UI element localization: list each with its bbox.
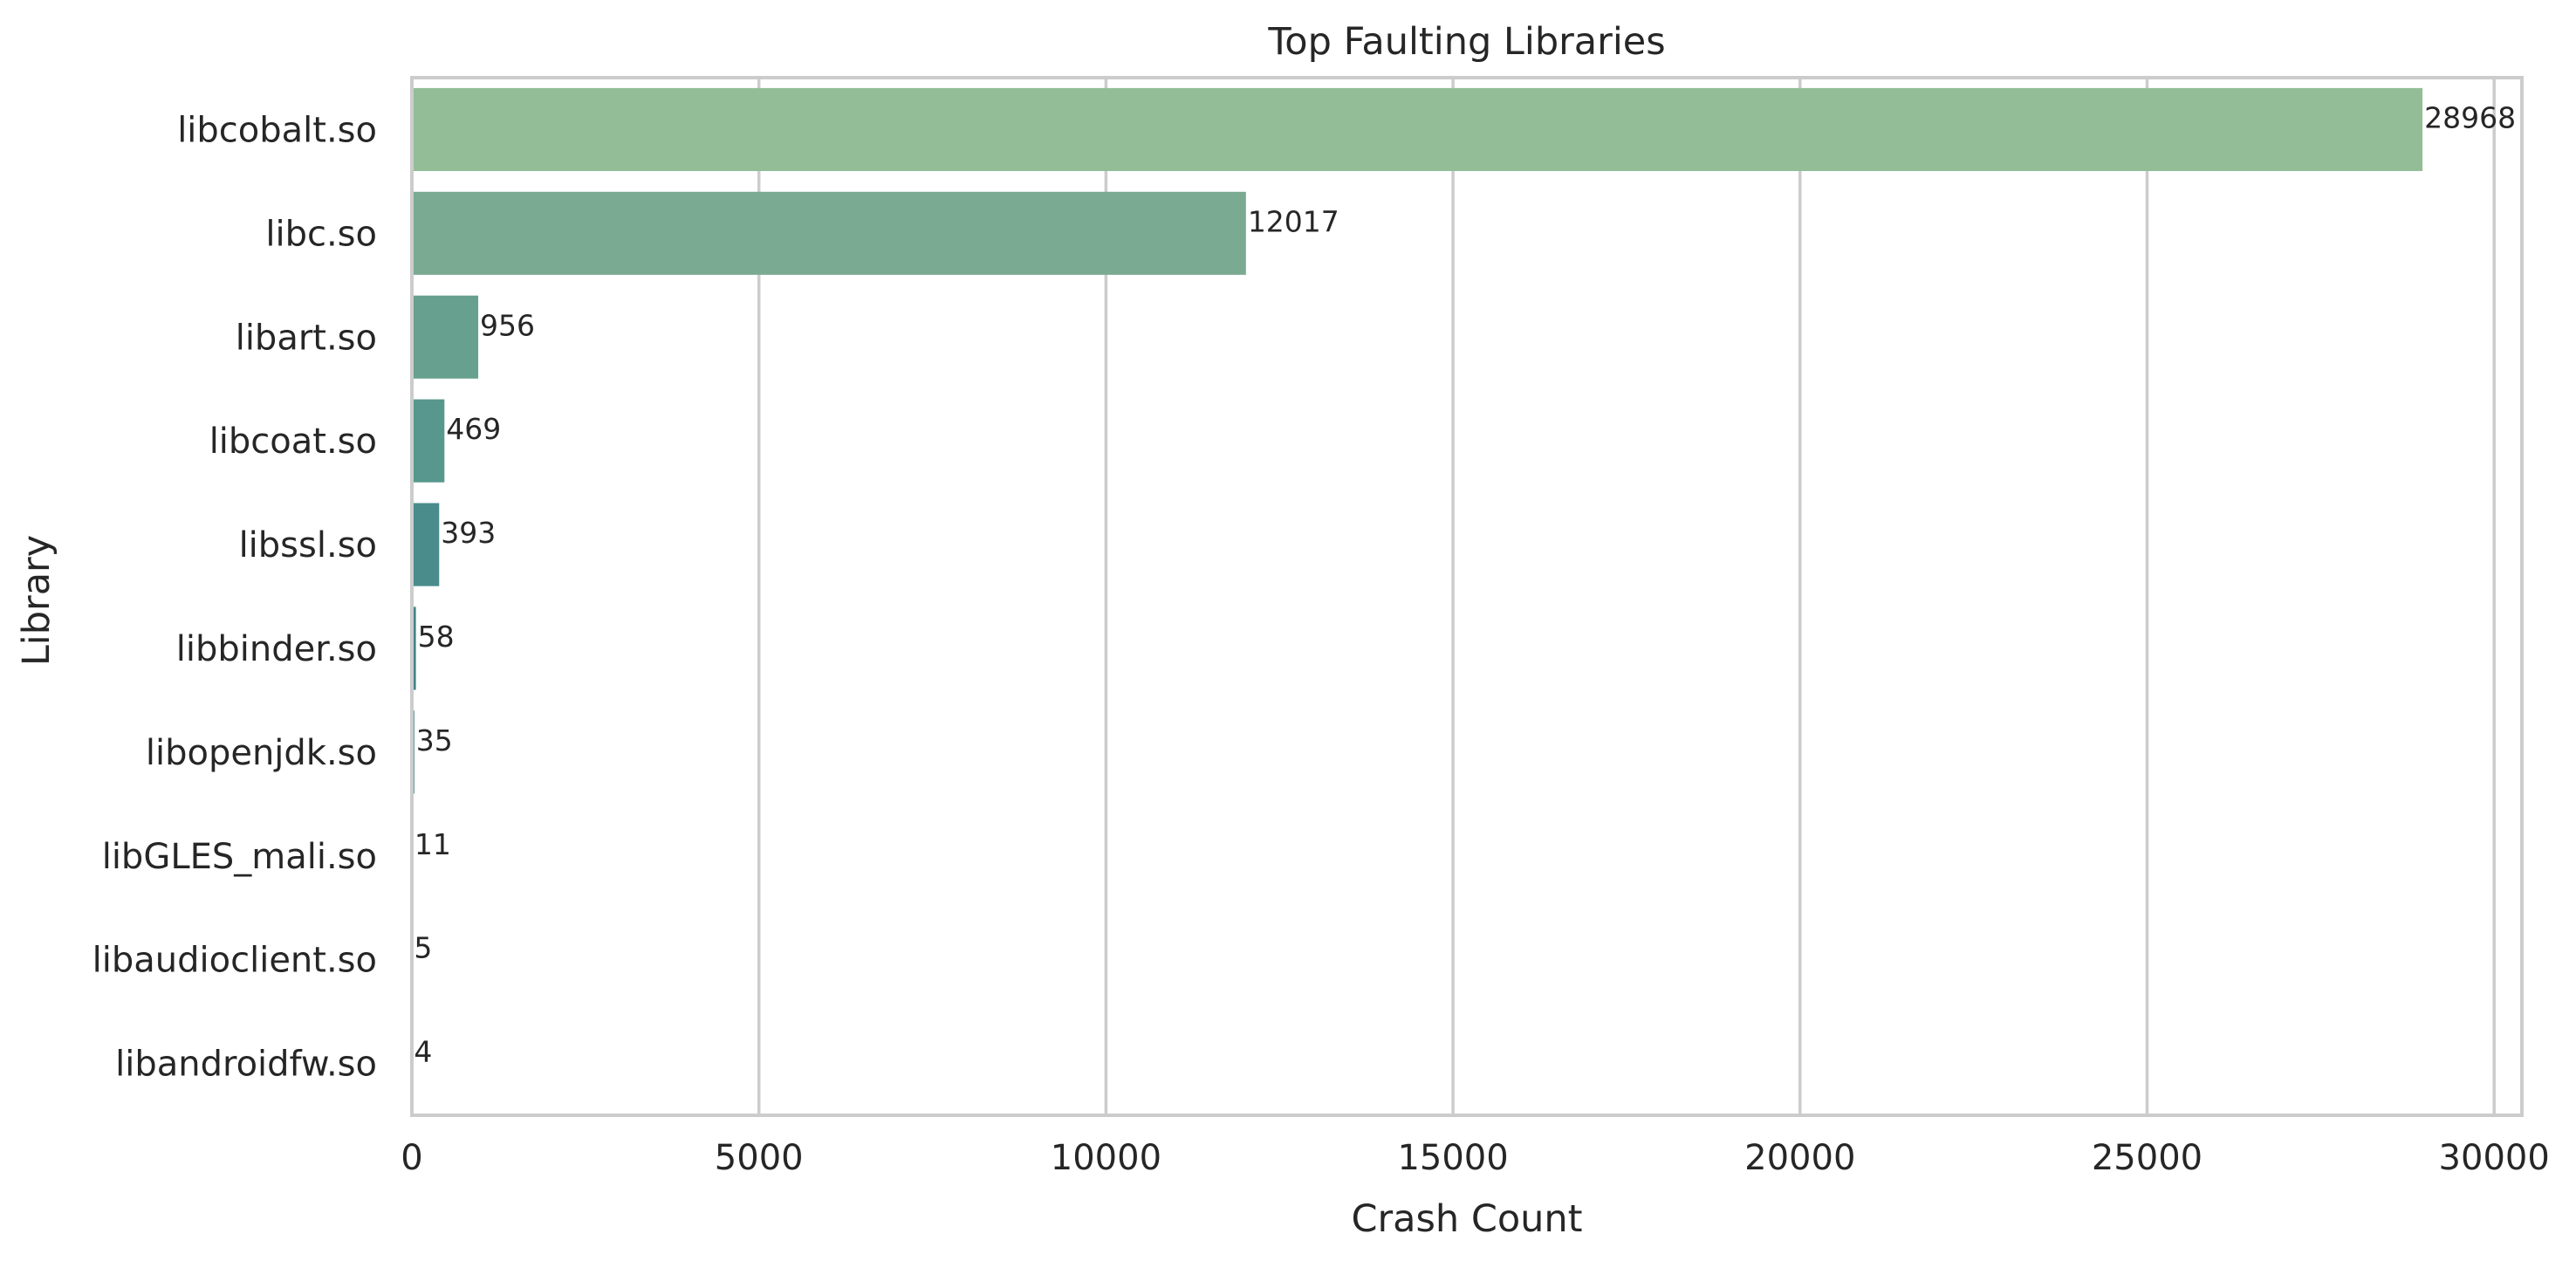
bar <box>412 399 445 483</box>
y-tick-label: libart.so <box>236 318 377 358</box>
y-tick-label: libssl.so <box>239 525 377 565</box>
data-label: 4 <box>414 1035 432 1069</box>
chart-title: Top Faulting Libraries <box>1267 20 1665 64</box>
x-tick-labels: 0 5000 10000 15000 20000 25000 30000 <box>401 1138 2550 1178</box>
x-tick-label: 25000 <box>2092 1138 2203 1178</box>
x-tick-label: 0 <box>401 1138 422 1178</box>
y-tick-label: libc.so <box>265 214 377 254</box>
data-label: 12017 <box>1248 204 1339 238</box>
x-tick-label: 15000 <box>1397 1138 1508 1178</box>
data-label: 58 <box>418 620 455 654</box>
data-label: 11 <box>414 827 451 861</box>
data-label: 393 <box>441 516 496 550</box>
y-tick-label: libcoat.so <box>209 422 377 462</box>
x-tick-label: 5000 <box>715 1138 804 1178</box>
x-axis-label: Crash Count <box>1351 1197 1582 1241</box>
y-tick-label: libandroidfw.so <box>115 1045 377 1085</box>
plot-frame <box>410 76 2524 1117</box>
y-axis-label: Library <box>15 535 58 666</box>
bars <box>412 87 2423 1106</box>
bar <box>412 607 416 690</box>
y-tick-label: libcobalt.so <box>177 110 377 150</box>
data-labels: 28968 12017 956 469 393 58 35 11 5 4 <box>414 100 2516 1068</box>
y-tick-label: libGLES_mali.so <box>102 837 377 877</box>
bar <box>412 295 479 379</box>
x-tick-label: 10000 <box>1051 1138 1161 1178</box>
data-label: 35 <box>416 723 453 757</box>
data-label: 28968 <box>2424 100 2516 134</box>
y-tick-label: libbinder.so <box>176 629 377 669</box>
x-tick-label: 30000 <box>2439 1138 2550 1178</box>
data-label: 956 <box>480 308 535 342</box>
y-tick-labels: libcobalt.so libc.so libart.so libcoat.so li… <box>92 110 377 1084</box>
bar <box>412 503 440 586</box>
y-tick-label: libopenjdk.so <box>146 733 377 773</box>
bar <box>412 87 2423 172</box>
x-tick-label: 20000 <box>1744 1138 1855 1178</box>
y-tick-label: libaudioclient.so <box>92 941 377 981</box>
bar <box>412 191 1246 275</box>
data-label: 469 <box>446 412 501 446</box>
data-label: 5 <box>414 931 432 965</box>
